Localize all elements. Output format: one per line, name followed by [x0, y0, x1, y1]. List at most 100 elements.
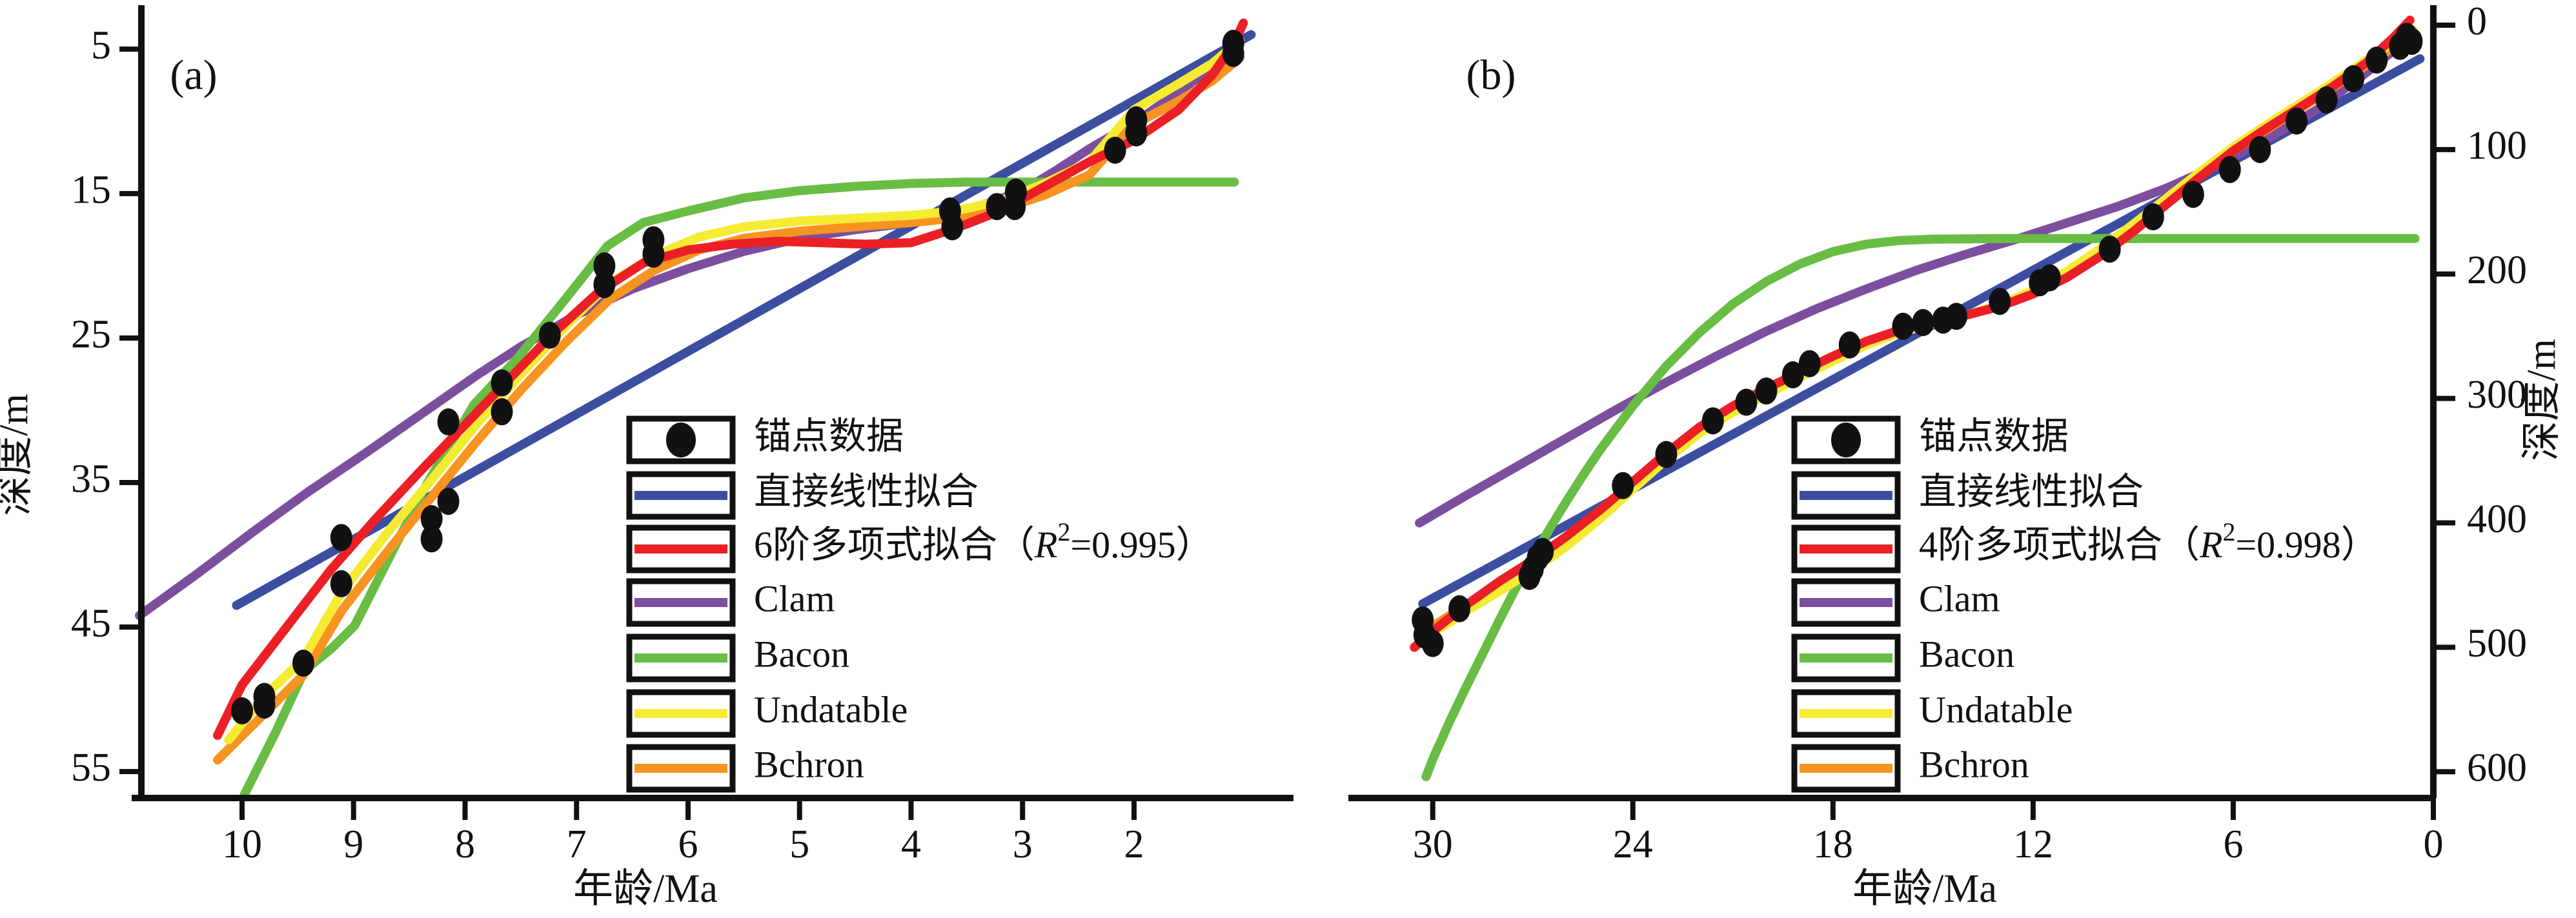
y-axis-title: 深度/m [2520, 339, 2564, 461]
anchor-point [1612, 472, 1634, 499]
legend-label-undatable: Undatable [1919, 688, 2073, 730]
anchor-point [1781, 361, 1804, 388]
anchor-point [1655, 441, 1678, 468]
anchor-point [538, 321, 561, 349]
y-tick-label: 25 [71, 312, 111, 356]
panel-label: (a) [170, 52, 217, 99]
legend-dot-icon [1831, 423, 1861, 457]
legend-label-bchron: Bchron [1919, 743, 2029, 785]
anchor-point [253, 692, 276, 719]
anchor-point [437, 488, 460, 515]
anchor-point [1448, 595, 1471, 623]
y-axis-title: 深度/m [0, 394, 36, 515]
anchor-point [2249, 135, 2271, 163]
x-tick-label: 6 [678, 823, 698, 866]
anchor-point [986, 193, 1008, 221]
anchor-point [1125, 119, 1148, 146]
anchor-point [1912, 309, 1934, 336]
x-tick-label: 9 [343, 823, 363, 866]
anchor-point [1945, 303, 1967, 330]
anchor-point [1222, 39, 1244, 67]
legend-label-anchor: 锚点数据 [1919, 415, 2069, 457]
y-tick-label: 15 [71, 168, 111, 212]
anchor-point [330, 570, 352, 597]
anchor-point [2098, 235, 2121, 263]
y-tick-label: 500 [2467, 622, 2527, 666]
y-tick-label: 400 [2467, 497, 2527, 541]
anchor-point [1004, 178, 1027, 206]
legend-label-undatable: Undatable [754, 688, 908, 730]
x-tick-label: 8 [455, 823, 475, 866]
y-tick-label: 35 [71, 457, 111, 501]
anchor-point [1532, 537, 1554, 565]
x-tick-label: 12 [2013, 823, 2053, 866]
x-tick-label: 7 [567, 823, 587, 866]
anchor-points [1412, 23, 2423, 657]
x-axis-title: 年龄/Ma [1852, 867, 1997, 911]
anchor-point [437, 408, 460, 435]
anchor-point [941, 213, 964, 241]
anchor-point [420, 505, 443, 532]
x-tick-label: 10 [222, 823, 262, 866]
anchor-point [2315, 86, 2338, 114]
curve-bacon [239, 177, 1239, 799]
legend-dot-icon [666, 423, 696, 457]
x-tick-label: 4 [901, 823, 921, 866]
anchor-point [1892, 312, 1914, 340]
anchor-point [1701, 407, 1724, 435]
legend-label-clam: Clam [1919, 577, 2000, 619]
y-tick-label: 55 [71, 746, 111, 790]
anchor-point [593, 271, 616, 299]
y-tick-label: 5 [91, 23, 111, 67]
anchor-point [1421, 630, 1444, 657]
legend-label-linear: 直接线性拟合 [1919, 470, 2144, 512]
y-tick-label: 100 [2467, 124, 2527, 168]
anchor-point [593, 252, 616, 280]
anchor-point [292, 650, 314, 677]
anchor-point [2142, 203, 2164, 231]
panel-a: 10 9 8 7 6 5 4 3 251525354555深度/m年龄/Ma(a)锚点数据直接线… [0, 5, 1293, 911]
anchor-point [2366, 46, 2388, 74]
anchor-point [491, 369, 513, 397]
anchor-point [420, 525, 443, 553]
y-tick-label: 0 [2467, 0, 2487, 43]
legend-label-bacon: Bacon [1919, 633, 2014, 675]
panel-label: (b) [1466, 52, 1516, 99]
x-tick-label: 30 [1413, 823, 1453, 866]
anchor-point [2400, 28, 2423, 55]
x-tick-label: 2 [1124, 823, 1144, 866]
anchor-point [1104, 136, 1126, 164]
x-axis-title: 年龄/Ma [573, 867, 718, 911]
anchor-point [2218, 155, 2241, 183]
anchor-point [1989, 288, 2011, 315]
x-tick-label: 6 [2223, 823, 2243, 866]
anchor-point [2342, 65, 2364, 92]
anchor-point [2182, 181, 2204, 208]
anchor-point [2286, 107, 2308, 135]
anchor-point [491, 398, 513, 426]
curve-bacon [1421, 234, 2420, 781]
x-tick-label: 5 [789, 823, 809, 866]
anchor-point [1735, 388, 1758, 416]
y-tick-label: 200 [2467, 248, 2527, 292]
legend-label-linear: 直接线性拟合 [754, 470, 979, 512]
legend-label-poly: 6阶多项式拟合（R2=0.995） [754, 517, 1213, 566]
anchor-point [2038, 264, 2061, 292]
panel-b: 30 24 18 12 6 00100200300400500600深度/m年龄/Ma(b… [1348, 0, 2564, 911]
x-tick-label: 24 [1613, 823, 1653, 866]
anchor-point [1755, 377, 1778, 405]
legend-label-clam: Clam [754, 577, 835, 619]
anchor-point [231, 697, 253, 724]
legend-label-bchron: Bchron [754, 743, 864, 785]
y-tick-label: 300 [2467, 373, 2527, 417]
y-tick-label: 600 [2467, 746, 2527, 790]
anchor-point [330, 524, 352, 552]
x-tick-label: 0 [2424, 823, 2444, 866]
legend-label-bacon: Bacon [754, 633, 849, 675]
curve-poly [213, 18, 1248, 740]
legend-label-anchor: 锚点数据 [754, 415, 904, 457]
